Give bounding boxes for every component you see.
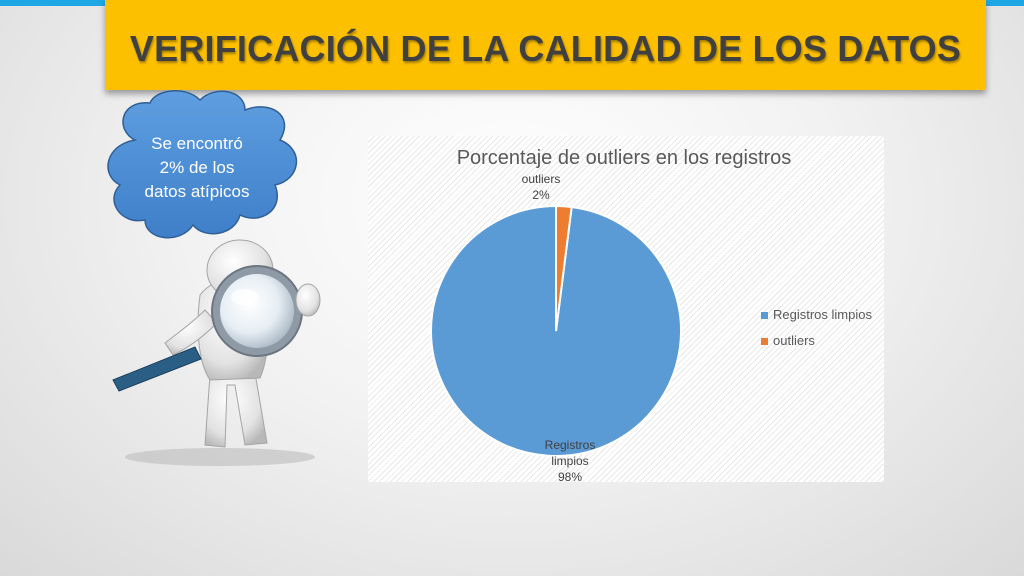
- callout-line-2: 2% de los: [159, 158, 235, 177]
- legend-item-registros-limpios: Registros limpios: [761, 307, 872, 322]
- slide-title: VERIFICACIÓN DE LA CALIDAD DE LOS DATOS: [129, 28, 962, 69]
- title-banner: VERIFICACIÓN DE LA CALIDAD DE LOS DATOS: [105, 0, 986, 90]
- data-label-registros-limpios: Registros limpios 98%: [545, 438, 596, 482]
- chart-title: Porcentaje de outliers en los registros: [457, 147, 792, 169]
- pie-slice-outliers: [555, 204, 573, 332]
- callout-line-3: datos atípicos: [144, 182, 250, 201]
- legend-item-outliers: outliers: [761, 333, 815, 348]
- accent-bar-left: [0, 0, 106, 6]
- magnifier-person-illustration: [107, 90, 321, 466]
- accent-bar-right: [986, 0, 1024, 6]
- magnifier-handle: [112, 346, 202, 392]
- magnifier-lens: [220, 274, 294, 348]
- legend-label: outliers: [773, 333, 815, 348]
- callout-text: Se encontró 2% de los datos atípicos: [122, 132, 272, 204]
- callout-line-1: Se encontró: [151, 134, 243, 153]
- figure-shadow: [125, 448, 315, 466]
- legend-label: Registros limpios: [773, 307, 872, 322]
- figure-hand: [295, 283, 321, 317]
- pie-chart-panel: Porcentaje de outliers en los registros R…: [368, 136, 884, 482]
- pie-chart: Porcentaje de outliers en los registros R…: [430, 147, 872, 482]
- data-label-outliers: outliers 2%: [522, 172, 561, 202]
- figure-arm: [164, 309, 218, 356]
- thought-cloud: [107, 90, 297, 239]
- legend-swatch: [761, 338, 768, 345]
- legend-swatch: [761, 312, 768, 319]
- figure-legs: [204, 372, 268, 448]
